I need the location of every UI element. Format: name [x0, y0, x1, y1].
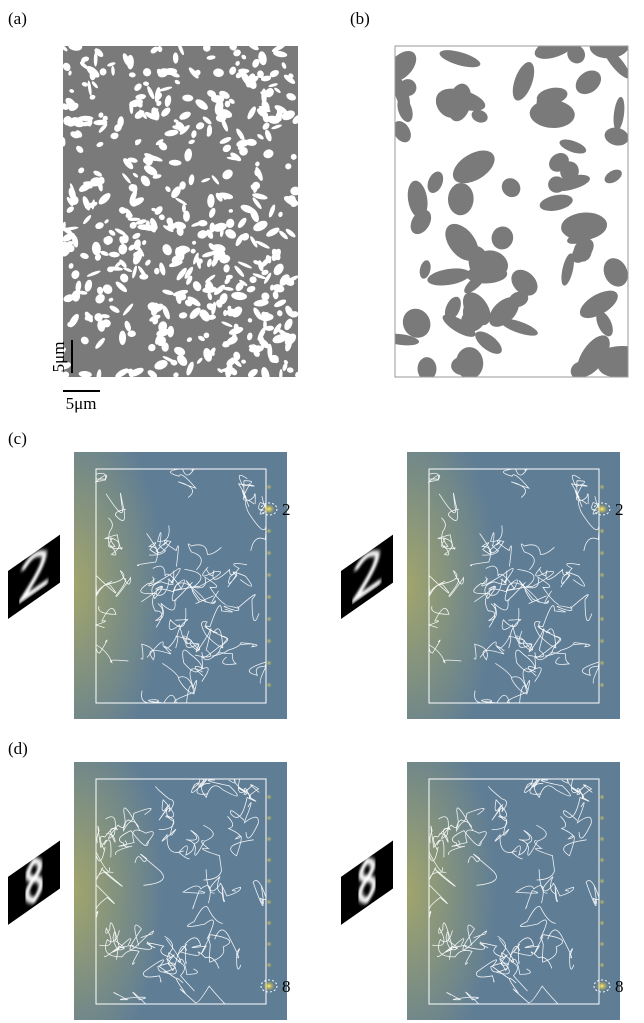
- output-spot: [599, 815, 605, 821]
- panel-label: (d): [8, 739, 28, 758]
- field-glow: [74, 762, 202, 1020]
- output-spot: [266, 484, 272, 490]
- field-glow: [407, 762, 535, 1020]
- scale-label: 5μm: [66, 394, 97, 413]
- field-panel: 2: [341, 452, 624, 719]
- output-spot: [596, 981, 608, 991]
- panel-label: (a): [8, 9, 27, 28]
- output-spot: [266, 878, 272, 884]
- output-spot: [263, 504, 275, 514]
- output-spot: [263, 981, 275, 991]
- blob: [133, 185, 137, 194]
- output-spot: [599, 682, 605, 688]
- output-spot: [266, 528, 272, 534]
- output-spot: [266, 660, 272, 666]
- input-digit: [8, 535, 60, 619]
- output-label: 2: [615, 500, 624, 519]
- output-label: 8: [282, 977, 291, 996]
- output-spot: [599, 660, 605, 666]
- field-panel: 2: [8, 452, 291, 719]
- field-panel: 8: [8, 762, 291, 1020]
- output-spot: [599, 484, 605, 490]
- figure: (a) (b) (c) (d) 5μm 5μm 2 2 8 8: [0, 0, 644, 1023]
- output-label: 2: [282, 500, 291, 519]
- output-spot: [599, 594, 605, 600]
- pattern-b: [381, 31, 644, 385]
- field-panel: 8: [341, 762, 624, 1020]
- output-label: 8: [615, 977, 624, 996]
- output-spot: [599, 920, 605, 926]
- panel-label: (b): [350, 9, 370, 28]
- output-spot: [599, 572, 605, 578]
- output-spot: [599, 638, 605, 644]
- output-spot: [266, 836, 272, 842]
- output-spot: [266, 920, 272, 926]
- output-spot: [599, 836, 605, 842]
- output-spot: [266, 616, 272, 622]
- output-spot: [266, 550, 272, 556]
- output-spot: [596, 504, 608, 514]
- output-spot: [599, 857, 605, 863]
- output-spot: [266, 962, 272, 968]
- panel-label: (c): [8, 429, 27, 448]
- output-spot: [266, 594, 272, 600]
- output-spot: [599, 616, 605, 622]
- output-spot: [266, 794, 272, 800]
- output-spot: [266, 572, 272, 578]
- input-digit: [8, 840, 60, 924]
- output-spot: [599, 962, 605, 968]
- output-spot: [266, 638, 272, 644]
- output-spot: [599, 899, 605, 905]
- output-spot: [266, 941, 272, 947]
- output-spot: [599, 941, 605, 947]
- digit-frame: [8, 840, 60, 924]
- output-spot: [266, 682, 272, 688]
- output-spot: [599, 528, 605, 534]
- scale-label: 5μm: [49, 342, 68, 373]
- pattern-a: [56, 40, 304, 383]
- digit-frame: [341, 840, 393, 924]
- output-spot: [266, 857, 272, 863]
- output-spot: [599, 878, 605, 884]
- output-spot: [266, 899, 272, 905]
- output-spot: [599, 550, 605, 556]
- input-digit: [341, 840, 393, 924]
- output-spot: [599, 794, 605, 800]
- output-spot: [266, 815, 272, 821]
- blob: [119, 331, 126, 345]
- input-digit: [341, 535, 393, 619]
